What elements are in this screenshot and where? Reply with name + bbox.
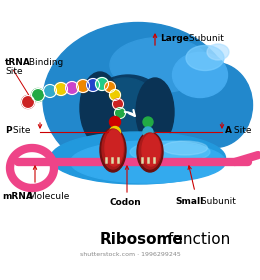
Ellipse shape [50, 45, 140, 125]
Text: Ribosome: Ribosome [100, 232, 184, 247]
Text: mRNA: mRNA [2, 192, 33, 201]
Circle shape [143, 127, 153, 137]
Circle shape [87, 78, 100, 92]
Text: Small: Small [175, 197, 203, 206]
Ellipse shape [70, 141, 225, 183]
Circle shape [109, 116, 120, 127]
Ellipse shape [139, 133, 161, 169]
Circle shape [43, 85, 56, 97]
Text: function: function [163, 232, 230, 247]
Ellipse shape [178, 62, 252, 148]
Ellipse shape [105, 130, 123, 166]
Circle shape [95, 78, 108, 90]
Text: A: A [225, 125, 232, 134]
Circle shape [66, 81, 79, 95]
Ellipse shape [100, 128, 126, 172]
Text: Site: Site [5, 67, 23, 76]
Circle shape [143, 117, 153, 127]
Text: shutterstock.com · 1996299245: shutterstock.com · 1996299245 [80, 252, 180, 257]
Text: Binding: Binding [26, 58, 63, 67]
Ellipse shape [186, 46, 224, 71]
Text: P: P [5, 125, 12, 134]
Text: Site: Site [231, 125, 251, 134]
Circle shape [76, 80, 89, 92]
Ellipse shape [110, 38, 210, 92]
Text: Site: Site [10, 125, 30, 134]
Text: Subunit: Subunit [198, 197, 236, 206]
Circle shape [109, 127, 120, 137]
Circle shape [109, 90, 120, 101]
Text: Codon: Codon [110, 198, 142, 207]
Ellipse shape [80, 72, 120, 144]
Circle shape [22, 95, 35, 109]
Text: Molecule: Molecule [26, 192, 69, 201]
Ellipse shape [130, 141, 210, 163]
Circle shape [105, 81, 115, 92]
Ellipse shape [136, 78, 174, 146]
Ellipse shape [162, 141, 207, 155]
Ellipse shape [89, 78, 161, 146]
Ellipse shape [142, 134, 160, 166]
Ellipse shape [50, 132, 225, 184]
Text: Large: Large [160, 34, 189, 43]
Ellipse shape [43, 22, 233, 178]
Ellipse shape [207, 44, 229, 60]
Ellipse shape [137, 132, 163, 172]
Ellipse shape [86, 75, 171, 155]
Circle shape [55, 83, 68, 95]
Ellipse shape [172, 53, 228, 97]
Circle shape [113, 99, 124, 109]
Text: tRNA: tRNA [5, 58, 31, 67]
Circle shape [114, 108, 126, 118]
Circle shape [31, 88, 44, 102]
Text: Subunit: Subunit [186, 34, 224, 43]
Ellipse shape [102, 129, 124, 169]
